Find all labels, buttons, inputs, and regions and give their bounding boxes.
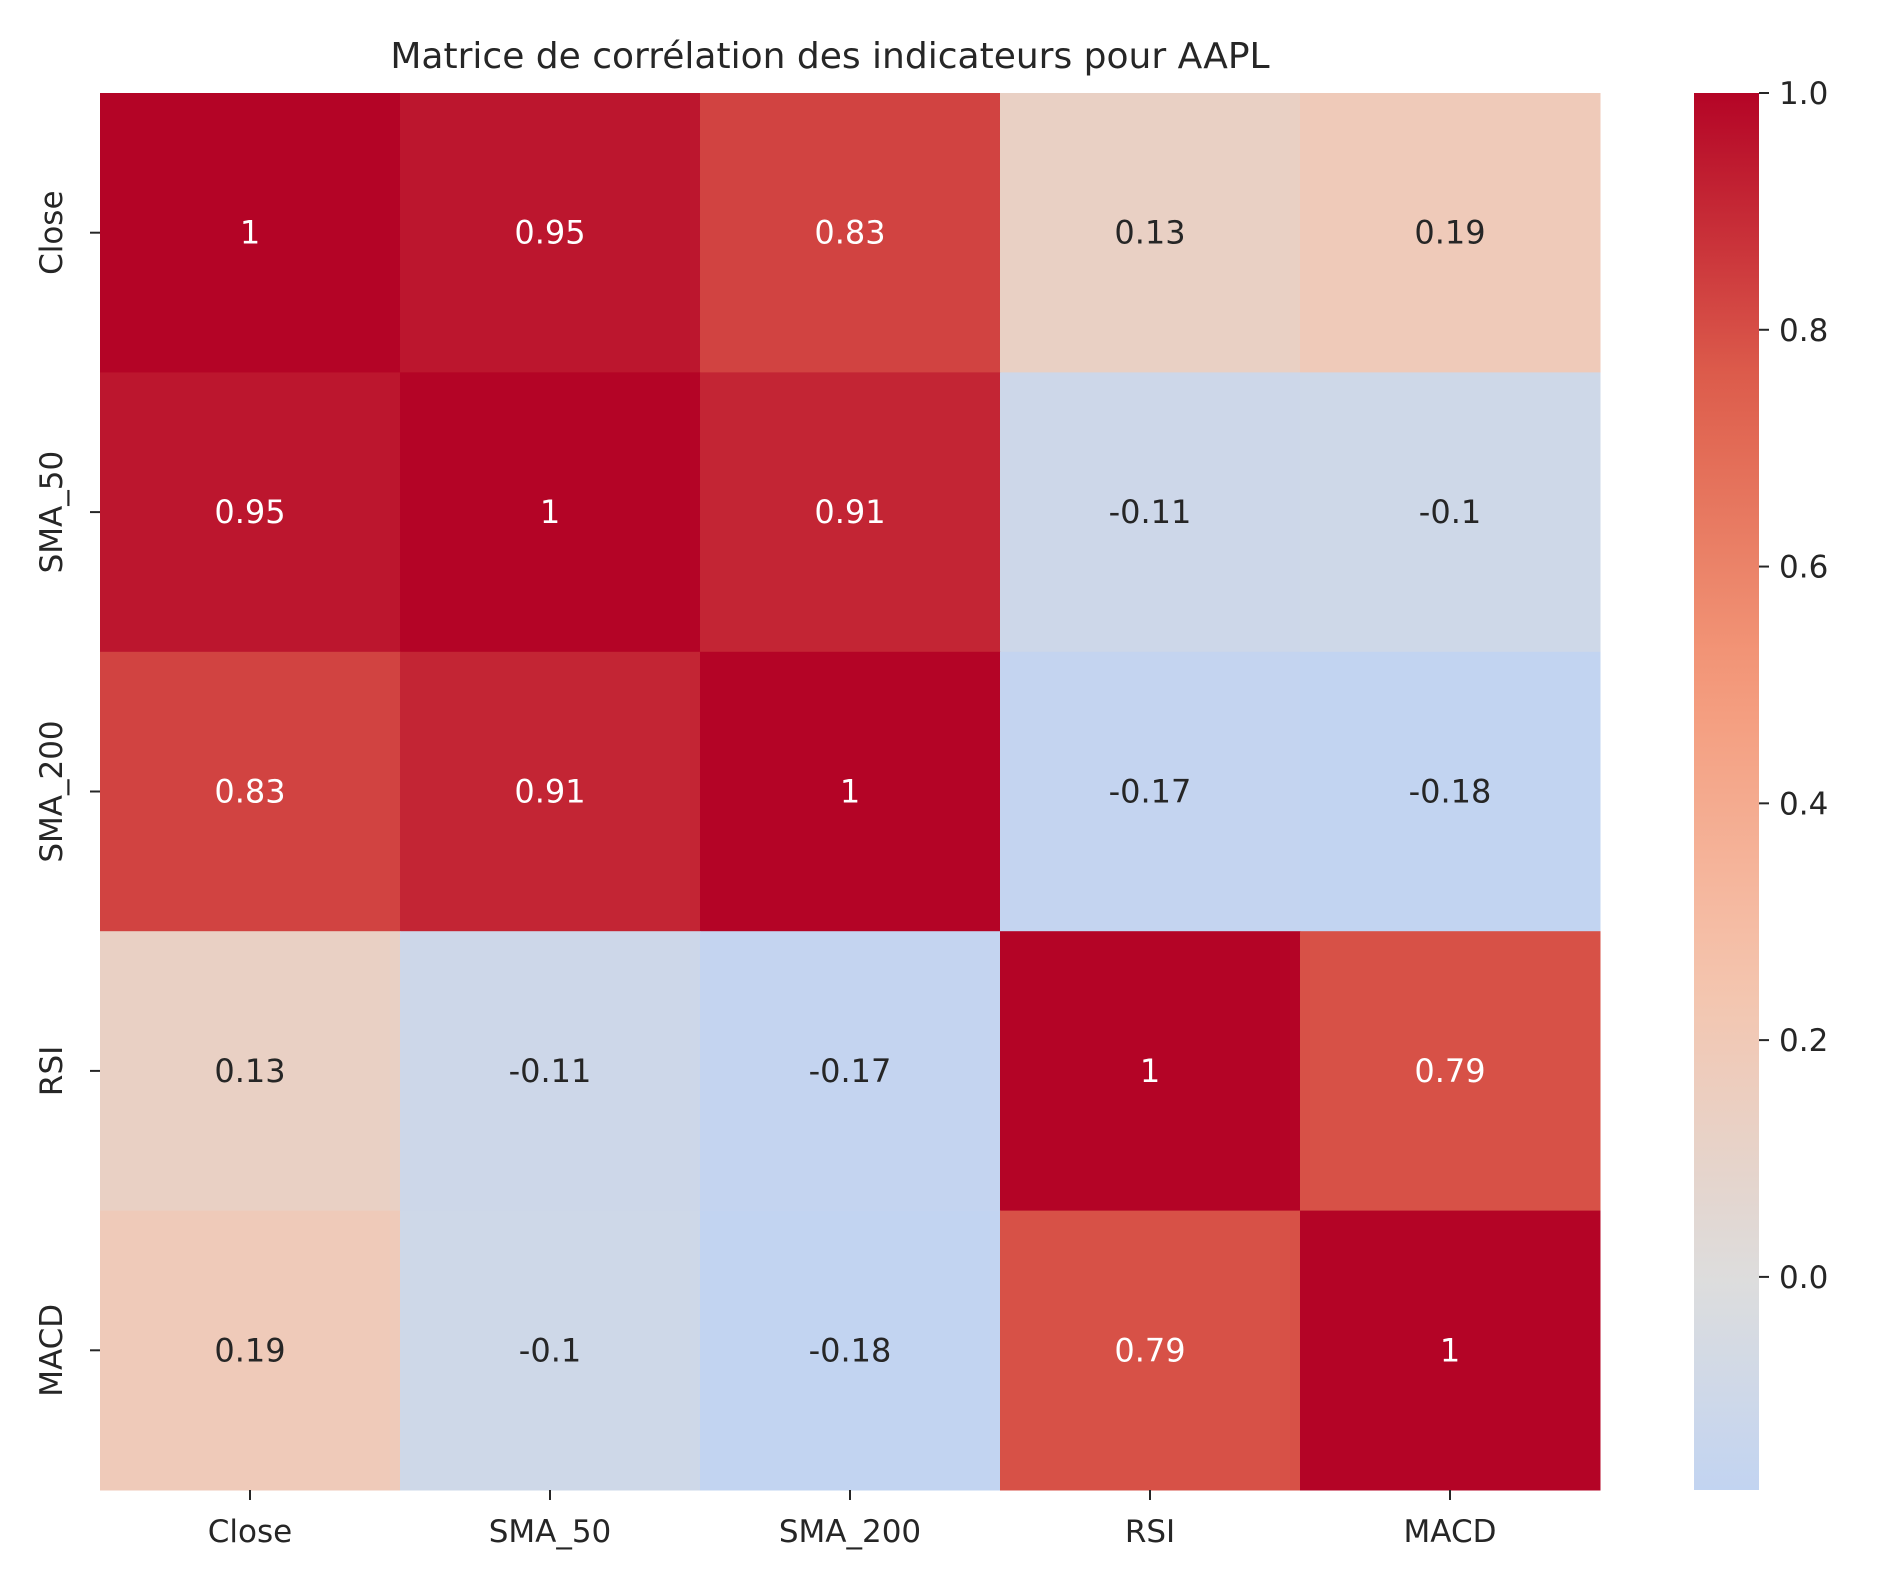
y-tick-label: Close	[34, 190, 70, 274]
cell-value-label: -0.17	[809, 1052, 892, 1090]
cell-value-label: 0.91	[814, 493, 885, 531]
cell-value-label: 1	[840, 773, 860, 811]
cell-value-label: 1	[1440, 1331, 1460, 1369]
heatmap-cell	[100, 372, 401, 653]
heatmap-cell	[700, 372, 1001, 653]
cell-value-label: -0.17	[1109, 773, 1192, 811]
colorbar-tick-label: 0.6	[1779, 550, 1828, 586]
heatmap-cell	[700, 1210, 1001, 1491]
cell-value-label: -0.11	[1109, 493, 1192, 531]
cell-value-label: 0.83	[214, 773, 285, 811]
x-tick-label: Close	[208, 1514, 292, 1550]
cell-value-label: -0.1	[519, 1331, 581, 1369]
x-tick-label: MACD	[1404, 1514, 1497, 1550]
y-tick-label: MACD	[34, 1304, 70, 1397]
heatmap-cell	[1000, 1210, 1301, 1491]
cell-value-label: -0.11	[509, 1052, 592, 1090]
heatmap-cell	[1300, 1210, 1601, 1491]
cell-value-label: 0.95	[214, 493, 285, 531]
y-axis: Close SMA_50 SMA_200 RSI MACD	[34, 190, 100, 1397]
chart-title: Matrice de corrélation des indicateurs p…	[390, 36, 1269, 77]
colorbar-tick-label: 0.2	[1779, 1023, 1828, 1059]
heatmap-cells: 1 0.95 0.83 0.13 0.190.95 1 0.91 -0.11 -0.10.83 0…	[100, 93, 1601, 1491]
heatmap-cell	[100, 651, 401, 932]
colorbar-tick-label: 0.4	[1779, 786, 1828, 822]
heatmap-cell	[400, 1210, 701, 1491]
cell-value-label: 0.91	[514, 773, 585, 811]
heatmap-cell	[1300, 651, 1601, 932]
y-tick-label: RSI	[34, 1046, 70, 1096]
heatmap-cell	[400, 372, 701, 653]
cell-value-label: 0.19	[214, 1331, 285, 1369]
heatmap-cell	[1300, 931, 1601, 1212]
heatmap-cell	[1000, 372, 1301, 653]
colorbar-tick-label: 0.8	[1779, 313, 1828, 349]
cell-value-label: 0.79	[1414, 1052, 1485, 1090]
x-tick-label: SMA_200	[779, 1514, 921, 1550]
cell-value-label: 1	[1140, 1052, 1160, 1090]
heatmap-cell	[1000, 651, 1301, 932]
heatmap-cell	[1300, 93, 1601, 373]
heatmap-cell	[700, 931, 1001, 1212]
heatmap-cell	[700, 651, 1001, 932]
heatmap-cell	[1300, 372, 1601, 653]
heatmap-cell	[400, 651, 701, 932]
cell-value-label: -0.1	[1419, 493, 1481, 531]
heatmap-cell	[1000, 93, 1301, 373]
heatmap-cell	[100, 1210, 401, 1491]
x-tick-label: RSI	[1125, 1514, 1175, 1550]
cell-value-label: 1	[540, 493, 560, 531]
heatmap-cell	[700, 93, 1001, 373]
colorbar: 0.0 0.2 0.4 0.6 0.8 1.0	[1694, 76, 1828, 1490]
heatmap-cell	[100, 93, 401, 373]
heatmap-cell	[100, 931, 401, 1212]
x-axis: Close SMA_50 SMA_200 RSI MACD	[208, 1490, 1497, 1550]
cell-value-label: 0.83	[814, 214, 885, 252]
heatmap-cell	[400, 93, 701, 373]
colorbar-gradient	[1694, 93, 1759, 1490]
cell-value-label: 0.95	[514, 214, 585, 252]
cell-value-label: 1	[240, 214, 260, 252]
cell-value-label: -0.18	[809, 1331, 892, 1369]
y-tick-label: SMA_50	[34, 451, 70, 574]
heatmap-cell	[1000, 931, 1301, 1212]
cell-value-label: -0.18	[1409, 773, 1492, 811]
y-tick-label: SMA_200	[34, 720, 70, 862]
colorbar-tick-label: 1.0	[1779, 76, 1828, 112]
colorbar-tick-label: 0.0	[1779, 1260, 1828, 1296]
cell-value-label: 0.79	[1114, 1331, 1185, 1369]
heatmap-cell	[400, 931, 701, 1212]
cell-value-label: 0.19	[1414, 214, 1485, 252]
cell-value-label: 0.13	[1114, 214, 1185, 252]
x-tick-label: SMA_50	[489, 1514, 612, 1550]
cell-value-label: 0.13	[214, 1052, 285, 1090]
